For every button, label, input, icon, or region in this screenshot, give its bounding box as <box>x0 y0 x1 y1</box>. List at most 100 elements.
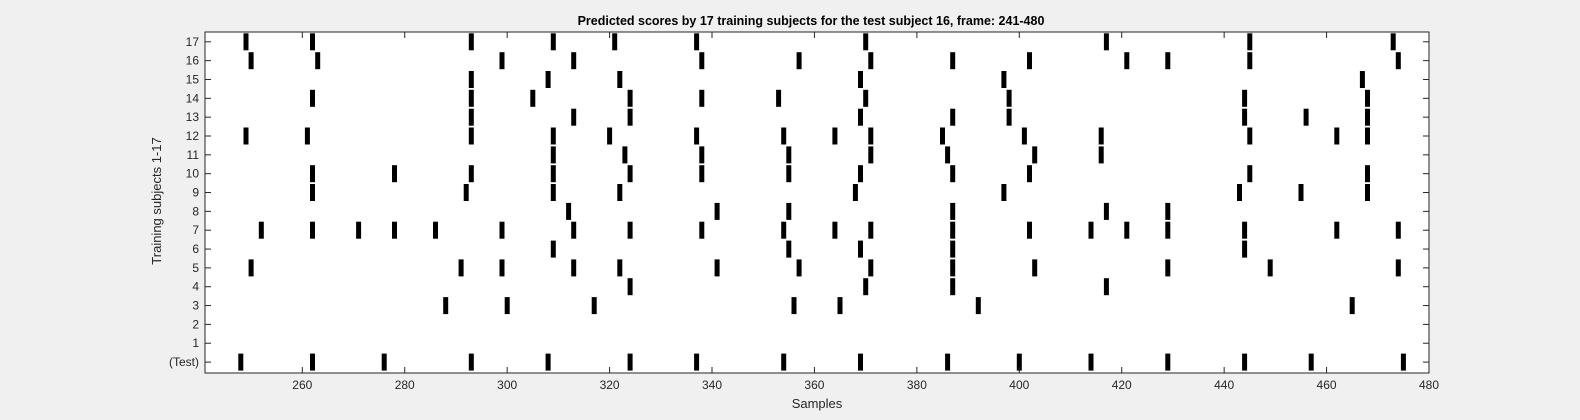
raster-mark <box>694 33 700 51</box>
y-axis-label: Training subjects 1-17 <box>149 137 164 264</box>
y-tick-label: 8 <box>192 204 199 218</box>
raster-mark <box>1032 146 1038 164</box>
raster-mark <box>566 202 572 220</box>
raster-mark <box>468 108 474 126</box>
y-tick-label: 13 <box>186 110 200 124</box>
raster-mark <box>868 221 874 239</box>
raster-mark <box>1365 108 1370 126</box>
raster-mark <box>1006 108 1012 126</box>
raster-mark <box>786 202 792 220</box>
raster-mark <box>1027 52 1032 70</box>
raster-mark <box>248 259 254 277</box>
raster-mark <box>975 297 981 315</box>
raster-mark <box>1103 202 1109 220</box>
raster-mark <box>1247 127 1253 145</box>
y-tick-label: 9 <box>192 186 199 200</box>
raster-mark <box>550 240 556 258</box>
raster-mark <box>1165 259 1171 277</box>
raster-mark <box>699 146 705 164</box>
raster-mark <box>627 165 633 183</box>
raster-mark <box>443 297 449 315</box>
raster-mark <box>1124 52 1130 70</box>
raster-mark <box>310 33 315 51</box>
x-tick-label: 480 <box>1419 378 1439 392</box>
raster-mark <box>1395 259 1401 277</box>
raster-mark <box>1124 221 1130 239</box>
raster-mark <box>837 297 843 315</box>
raster-mark <box>304 127 310 145</box>
raster-mark <box>858 108 863 126</box>
y-tick-label: 2 <box>192 317 199 331</box>
raster-mark <box>1365 127 1370 145</box>
raster-mark <box>699 221 705 239</box>
raster-mark <box>1267 259 1273 277</box>
raster-mark <box>310 165 315 183</box>
raster-mark <box>468 71 474 88</box>
raster-mark <box>458 259 464 277</box>
raster-mark <box>1242 89 1248 107</box>
plot-frame <box>204 31 1430 374</box>
raster-mark <box>499 52 505 70</box>
y-tick-label: 16 <box>186 54 200 68</box>
raster-mark <box>1103 278 1109 296</box>
raster-mark <box>950 202 956 220</box>
raster-mark <box>950 259 956 277</box>
raster-mark <box>699 52 705 70</box>
x-tick-label: 380 <box>907 378 927 392</box>
raster-mark <box>627 278 633 296</box>
raster-mark <box>627 108 633 126</box>
raster-mark <box>248 52 254 70</box>
raster-mark <box>499 259 505 277</box>
raster-mark <box>1001 184 1007 201</box>
raster-mark <box>945 146 951 164</box>
raster-mark <box>258 221 264 239</box>
raster-mark <box>1247 165 1253 183</box>
raster-mark <box>950 165 956 183</box>
raster-mark <box>550 127 556 145</box>
raster-mark <box>776 89 782 107</box>
raster-mark <box>627 221 633 239</box>
y-tick-label: 12 <box>186 129 200 143</box>
x-axis-ticks: 260 280 300 320 340 360 380 400 420 440 460 480 <box>292 32 1439 392</box>
x-tick-label: 340 <box>702 378 722 392</box>
raster-mark <box>530 89 536 107</box>
chart-title: Predicted scores by 17 training subjects… <box>578 14 1045 28</box>
y-tick-label: 11 <box>187 148 200 162</box>
raster-mark <box>550 165 556 183</box>
raster-mark <box>545 353 551 371</box>
raster-mark <box>310 353 315 371</box>
raster-mark <box>545 71 551 88</box>
raster-mark <box>463 184 469 201</box>
raster-mark <box>238 353 244 371</box>
raster-mark <box>1088 353 1094 371</box>
raster-mark <box>868 259 874 277</box>
raster-mark <box>694 127 700 145</box>
raster-mark <box>863 33 869 51</box>
raster-mark <box>392 165 397 183</box>
raster-mark <box>950 278 956 296</box>
raster-mark <box>310 184 315 201</box>
raster-mark <box>499 221 505 239</box>
x-tick-label: 320 <box>600 378 620 392</box>
y-tick-label: 4 <box>192 280 199 294</box>
raster-mark <box>1016 353 1022 371</box>
raster-mark <box>1359 71 1365 88</box>
raster-mark <box>858 165 863 183</box>
raster-mark <box>468 353 474 371</box>
raster-mark <box>1165 52 1171 70</box>
raster-mark <box>1242 108 1248 126</box>
raster-mark <box>1395 221 1401 239</box>
raster-mark <box>607 127 613 145</box>
y-tick-label: (Test) <box>169 355 199 369</box>
raster-mark <box>243 127 249 145</box>
raster-mark <box>381 353 387 371</box>
raster-mark <box>858 71 863 88</box>
raster-mark <box>468 89 474 107</box>
raster-mark <box>699 165 705 183</box>
raster-mark <box>617 184 623 201</box>
raster-mark <box>356 221 362 239</box>
raster-mark <box>868 127 874 145</box>
raster-mark <box>310 89 315 107</box>
raster-mark <box>617 259 623 277</box>
